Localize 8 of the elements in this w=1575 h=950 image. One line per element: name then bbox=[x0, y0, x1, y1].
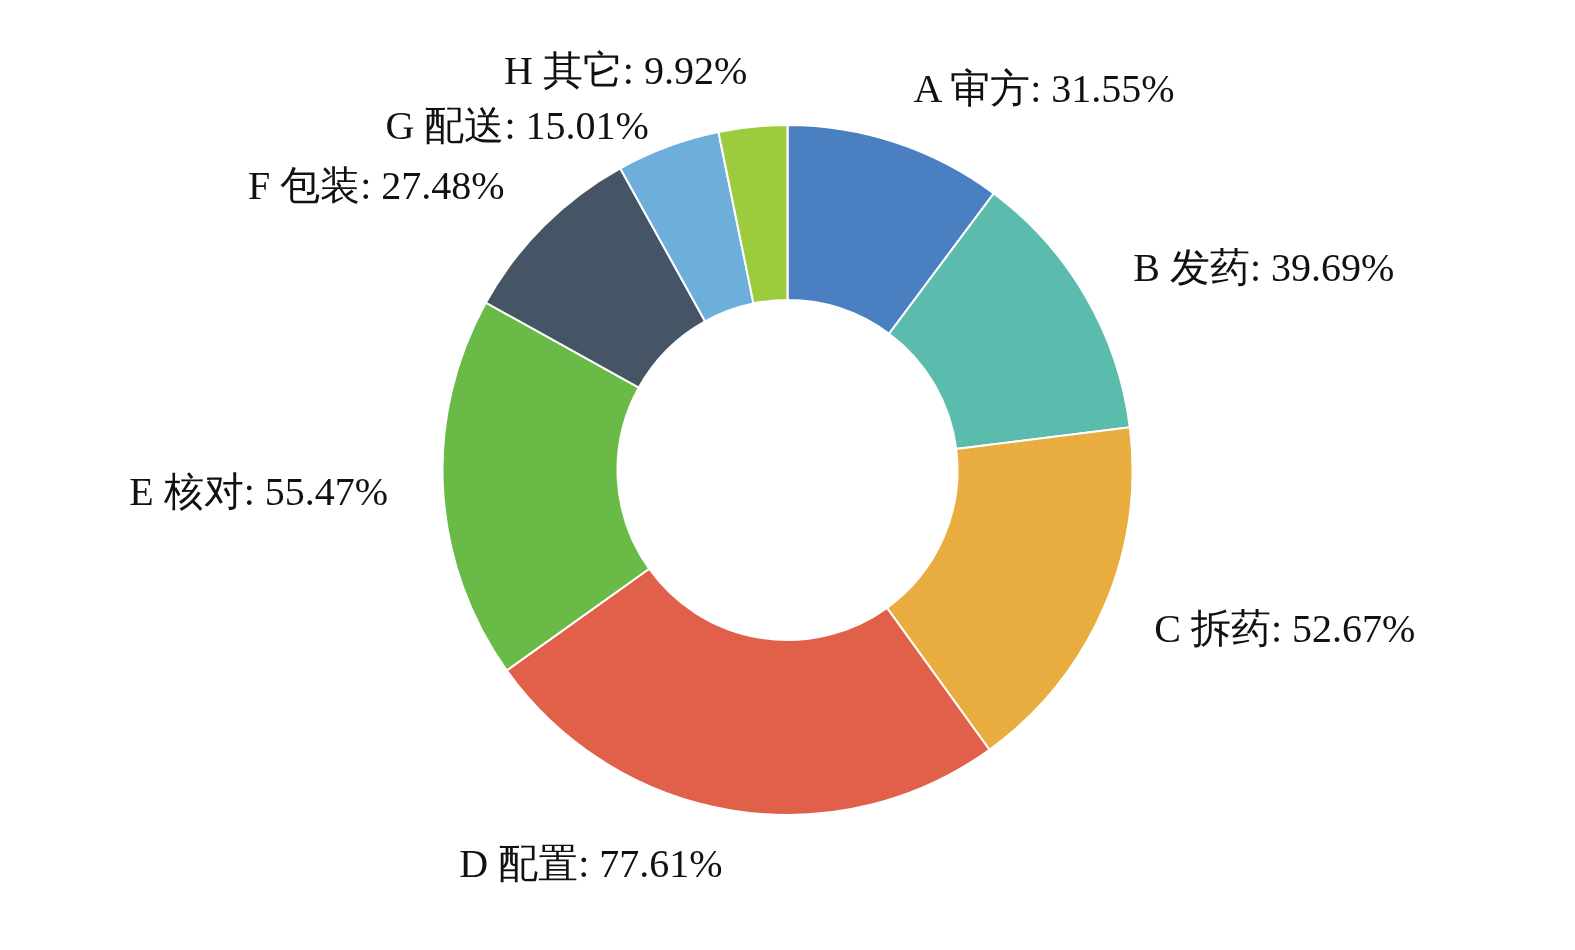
slice-label: A 审方: 31.55% bbox=[913, 66, 1175, 112]
slice-label: H 其它: 9.92% bbox=[503, 48, 748, 94]
slice-label: G 配送: 15.01% bbox=[385, 103, 649, 149]
slice-label: B 发药: 39.69% bbox=[1133, 244, 1395, 290]
slice-label: C 拆药: 52.67% bbox=[1154, 605, 1416, 651]
slice-label: D 配置: 77.61% bbox=[459, 840, 723, 886]
slice-label: F 包装: 27.48% bbox=[248, 163, 505, 209]
slice-label: E 核对: 55.47% bbox=[129, 468, 389, 514]
